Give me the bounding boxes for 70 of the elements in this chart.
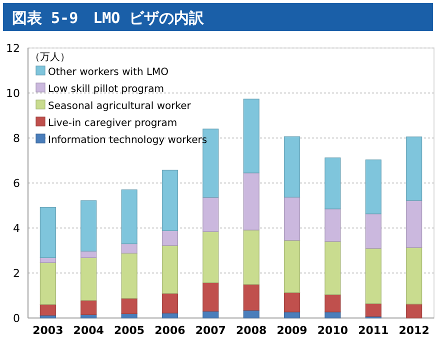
x-tick-label: 2005: [114, 324, 145, 337]
bar: [365, 214, 382, 249]
bar: [406, 136, 422, 201]
bar: [406, 304, 422, 318]
y-tick-label: 0: [13, 312, 20, 325]
legend-label: Information technology workers: [48, 135, 208, 146]
bar: [162, 312, 178, 318]
bar: [365, 303, 382, 317]
y-tick-label: 12: [6, 42, 20, 55]
bar: [365, 248, 382, 304]
bar: [243, 284, 260, 311]
legend-label: Seasonal agricultural worker: [48, 101, 192, 112]
bar: [121, 189, 138, 244]
bar: [406, 200, 422, 248]
bar: [202, 310, 219, 318]
x-tick-label: 2004: [73, 324, 104, 337]
bar: [162, 245, 178, 294]
bar: [40, 304, 56, 316]
bar: [40, 262, 56, 305]
y-tick-label: 4: [13, 222, 20, 235]
legend-label: Live-in caregiver program: [48, 118, 178, 129]
bar: [324, 208, 341, 242]
bar: [284, 136, 300, 198]
bar: [40, 207, 56, 258]
bar: [284, 240, 300, 293]
y-tick-label: 6: [13, 177, 20, 190]
y-tick-label: 8: [13, 132, 20, 145]
bar: [121, 313, 138, 318]
bar: [406, 247, 422, 304]
bar: [80, 300, 97, 315]
bar: [284, 312, 300, 318]
y-tick-label: 2: [13, 267, 20, 280]
bar: [243, 172, 260, 230]
x-tick-label: 2009: [276, 324, 308, 337]
legend-label: Low skill pillot program: [48, 84, 164, 95]
bar: [324, 294, 341, 312]
x-tick-label: 2007: [195, 324, 226, 337]
bar: [324, 312, 341, 318]
bar: [284, 196, 300, 241]
bar: [121, 252, 138, 299]
bar: [80, 200, 97, 252]
bar: [121, 298, 138, 314]
y-axis-title: （万人）: [30, 52, 70, 63]
bar: [324, 241, 341, 295]
y-tick-label: 10: [6, 87, 20, 100]
x-tick-label: 2003: [32, 324, 64, 337]
bar: [40, 257, 56, 263]
bar: [202, 231, 219, 283]
x-tick-label: 2008: [236, 324, 267, 337]
legend-label: Other workers with LMO: [48, 67, 169, 78]
bar: [365, 160, 382, 214]
bar: [243, 230, 260, 285]
bar: [162, 293, 178, 314]
bar: [80, 257, 97, 301]
bar: [80, 250, 97, 258]
bar: [121, 243, 138, 254]
x-tick-label: 2011: [358, 324, 389, 337]
bar: [162, 170, 178, 231]
bar: [284, 292, 300, 312]
bar: [202, 197, 219, 232]
x-tick-label: 2006: [154, 324, 186, 337]
bar: [40, 315, 56, 318]
bar: [162, 230, 178, 246]
bar: [202, 282, 219, 312]
chart-title: 図表 5-9 LMO ビザの内訳: [12, 9, 206, 27]
x-tick-label: 2010: [317, 324, 348, 337]
bar: [243, 310, 260, 318]
x-tick-label: 2012: [398, 324, 430, 337]
bar: [243, 98, 260, 174]
bar: [324, 158, 341, 210]
